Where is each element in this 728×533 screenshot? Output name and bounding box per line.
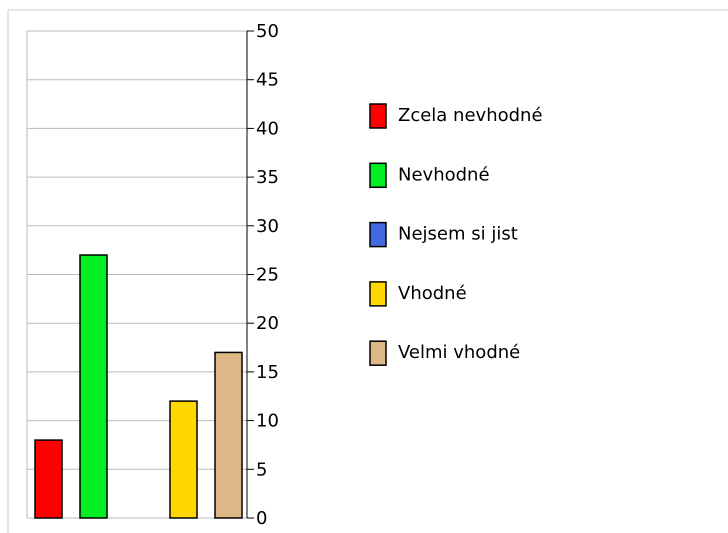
y-tick-label: 50 — [256, 21, 279, 42]
y-tick-label: 0 — [256, 508, 267, 529]
y-tick-label: 30 — [256, 216, 279, 237]
legend-label: Nejsem si jist — [398, 224, 518, 245]
bar — [169, 400, 198, 519]
legend-swatch — [369, 162, 387, 189]
legend-swatch — [369, 340, 387, 366]
bar — [79, 254, 108, 519]
legend-label: Zcela nevhodné — [398, 105, 543, 126]
legend-label: Velmi vhodné — [398, 342, 520, 363]
legend-label: Vhodné — [398, 283, 467, 304]
legend-label: Nevhodné — [398, 164, 490, 185]
y-tick-label: 15 — [256, 362, 279, 383]
legend-swatch — [369, 281, 387, 307]
y-tick-label: 35 — [256, 167, 279, 188]
legend-swatch — [369, 103, 387, 129]
y-tick-label: 25 — [256, 265, 279, 286]
y-tick-label: 5 — [256, 459, 267, 480]
y-tick-label: 10 — [256, 411, 279, 432]
y-tick-label: 20 — [256, 313, 279, 334]
y-tick-label: 40 — [256, 118, 279, 139]
bar — [34, 439, 63, 519]
bar — [214, 351, 243, 519]
legend-swatch — [369, 221, 387, 248]
y-tick-label: 45 — [256, 70, 279, 91]
